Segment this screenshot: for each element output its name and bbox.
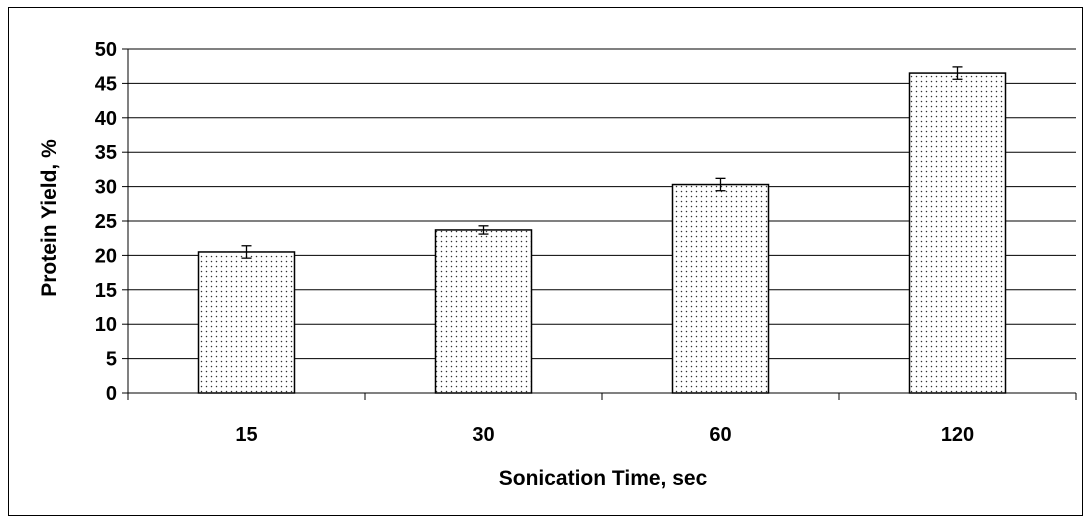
- x-tick-label: 60: [709, 424, 731, 446]
- axes: [122, 48, 1077, 400]
- y-tick-label: 45: [95, 73, 117, 95]
- y-tick-label: 0: [106, 383, 117, 405]
- y-tick-label: 5: [106, 349, 117, 371]
- y-tick-label: 30: [95, 177, 117, 199]
- y-tick-label: 20: [95, 245, 117, 267]
- y-axis-title: Protein Yield, %: [38, 139, 61, 297]
- bars: [197, 72, 1007, 394]
- bar: [908, 72, 1007, 394]
- x-tick-label: 30: [472, 424, 494, 446]
- bar: [434, 229, 533, 394]
- x-axis-title: Sonication Time, sec: [499, 467, 708, 490]
- y-tick-label: 25: [95, 211, 117, 233]
- y-tick-label: 10: [95, 314, 117, 336]
- y-tick-label: 15: [95, 280, 117, 302]
- y-tick-label: 50: [95, 39, 117, 61]
- error-bars: [241, 66, 963, 259]
- y-tick-labels: 0 5 10 15 20 25 30 35 40 45 50: [95, 39, 117, 405]
- y-tick-label: 35: [95, 142, 117, 164]
- bar: [197, 251, 296, 394]
- chart-frame: [8, 7, 1083, 516]
- bar: [671, 183, 770, 394]
- x-tick-label: 15: [235, 424, 257, 446]
- x-tick-labels: 15 30 60 120: [235, 424, 974, 446]
- x-tick-label: 120: [941, 424, 974, 446]
- y-tick-label: 40: [95, 108, 117, 130]
